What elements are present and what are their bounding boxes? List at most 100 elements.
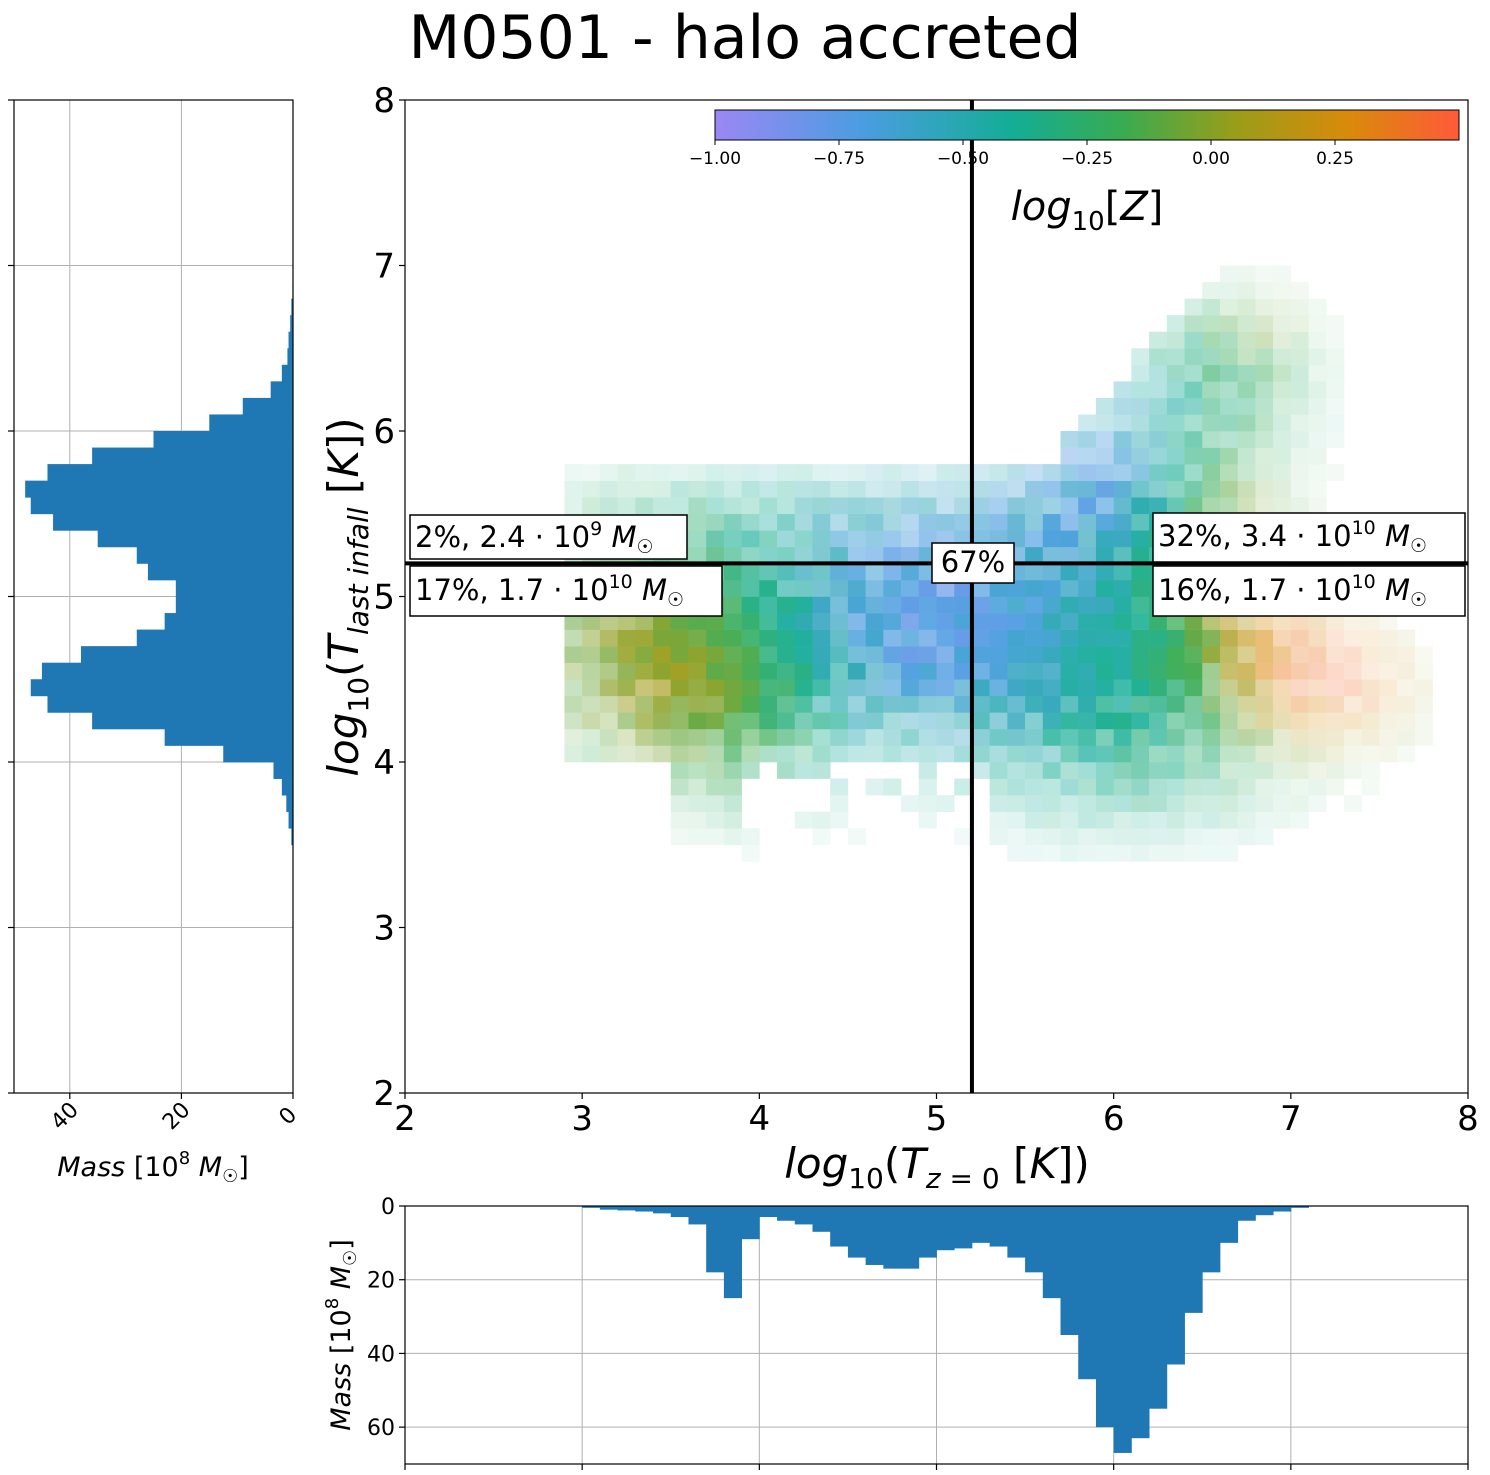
heatmap-cell (1078, 447, 1097, 465)
main-x-tick-label: 7 (1280, 1099, 1302, 1139)
heatmap-cell (1184, 480, 1203, 498)
heatmap-cell (1273, 811, 1292, 829)
heatmap-cell (635, 480, 654, 498)
heatmap-cell (1219, 662, 1238, 680)
heatmap-cell (1202, 646, 1221, 663)
heatmap-cell (1078, 745, 1097, 763)
heatmap-cell (1149, 795, 1168, 812)
heatmap-cell (635, 497, 654, 515)
heatmap-cell (1219, 480, 1238, 498)
heatmap-cell (1255, 811, 1274, 829)
heatmap-cell (1184, 679, 1203, 697)
heatmap-cell (1166, 414, 1185, 432)
heatmap-cell (1361, 695, 1380, 713)
heatmap-cell (706, 662, 725, 680)
heatmap-cell (1361, 728, 1380, 746)
heatmap-cell (847, 513, 866, 531)
bottom-hist-bar (1060, 1206, 1079, 1335)
heatmap-cell (1166, 497, 1185, 515)
heatmap-cell (564, 613, 583, 630)
heatmap-cell (1255, 298, 1274, 316)
left-hist-bar (164, 728, 293, 746)
heatmap-cell (1025, 480, 1044, 498)
heatmap-cell (688, 497, 707, 515)
heatmap-cell (688, 728, 707, 746)
heatmap-cell (741, 546, 760, 564)
heatmap-cell (1007, 745, 1026, 763)
heatmap-cell (1219, 431, 1238, 448)
heatmap-cell (1131, 431, 1150, 448)
heatmap-cell (1255, 447, 1274, 465)
heatmap-cell (1149, 728, 1168, 746)
heatmap-cell (1379, 679, 1398, 697)
heatmap-cell (635, 629, 654, 647)
heatmap-cell (918, 695, 937, 713)
heatmap-cell (918, 679, 937, 697)
heatmap-cell (1095, 530, 1114, 548)
heatmap-cell (918, 629, 937, 647)
heatmap-cell (1025, 844, 1044, 862)
heatmap-cell (847, 546, 866, 564)
bottom-hist-y-tick-label: 40 (367, 1342, 395, 1367)
heatmap-cell (1219, 298, 1238, 316)
heatmap-cell (1308, 315, 1327, 332)
heatmap-cell (670, 662, 689, 680)
left-hist-bar (53, 513, 294, 531)
heatmap-cell (670, 464, 689, 481)
heatmap-cell (1113, 530, 1132, 548)
heatmap-cell (1273, 447, 1292, 465)
heatmap-cell (1273, 613, 1292, 630)
heatmap-cell (1361, 613, 1380, 630)
heatmap-cell (1219, 646, 1238, 663)
heatmap-cell (1025, 497, 1044, 515)
heatmap-cell (794, 679, 813, 697)
heatmap-cell (741, 613, 760, 630)
heatmap-cell (599, 728, 618, 746)
heatmap-cell (1025, 712, 1044, 730)
heatmap-cell (1361, 629, 1380, 647)
heatmap-cell (1042, 530, 1061, 548)
heatmap-cell (741, 530, 760, 548)
heatmap-cell (847, 629, 866, 647)
heatmap-cell (1131, 530, 1150, 548)
heatmap-cell (1166, 480, 1185, 498)
heatmap-cell (1219, 348, 1238, 366)
heatmap-cell (777, 579, 796, 597)
heatmap-cell (1078, 613, 1097, 630)
heatmap-cell (830, 579, 849, 597)
heatmap-cell (1184, 364, 1203, 382)
heatmap-cell (989, 646, 1008, 663)
heatmap-cell (1290, 646, 1309, 663)
heatmap-cell (1078, 712, 1097, 730)
bottom-hist-bar (954, 1206, 973, 1249)
bottom-hist-bar (706, 1206, 725, 1273)
heatmap-cell (1343, 662, 1362, 680)
heatmap-cell (1237, 364, 1256, 382)
heatmap-cell (918, 712, 937, 730)
heatmap-cell (794, 579, 813, 597)
heatmap-cell (989, 596, 1008, 614)
heatmap-cell (1397, 728, 1416, 746)
heatmap-cell (777, 513, 796, 531)
heatmap-cell (1202, 497, 1221, 515)
colorbar: −1.00 −0.75 −0.50 −0.25 0.00 0.25 log10[Z] (689, 109, 1460, 237)
heatmap-cell (883, 579, 902, 597)
heatmap-cell (1290, 364, 1309, 382)
heatmap-cell (1290, 613, 1309, 630)
heatmap-cell (1237, 712, 1256, 730)
heatmap-cell (1131, 364, 1150, 382)
heatmap-cell (794, 513, 813, 531)
heatmap-cell (723, 513, 742, 531)
heatmap-cell (1131, 348, 1150, 366)
heatmap-cell (1131, 728, 1150, 746)
bottom-hist-bar (936, 1206, 955, 1251)
heatmap-cell (1078, 464, 1097, 481)
heatmap-cell (847, 613, 866, 630)
heatmap-cell (1219, 778, 1238, 796)
heatmap-cell (1113, 778, 1132, 796)
heatmap-cell (936, 497, 955, 515)
heatmap-cell (635, 646, 654, 663)
heatmap-cell (1184, 795, 1203, 812)
heatmap-cell (971, 629, 990, 647)
heatmap-cell (901, 596, 920, 614)
